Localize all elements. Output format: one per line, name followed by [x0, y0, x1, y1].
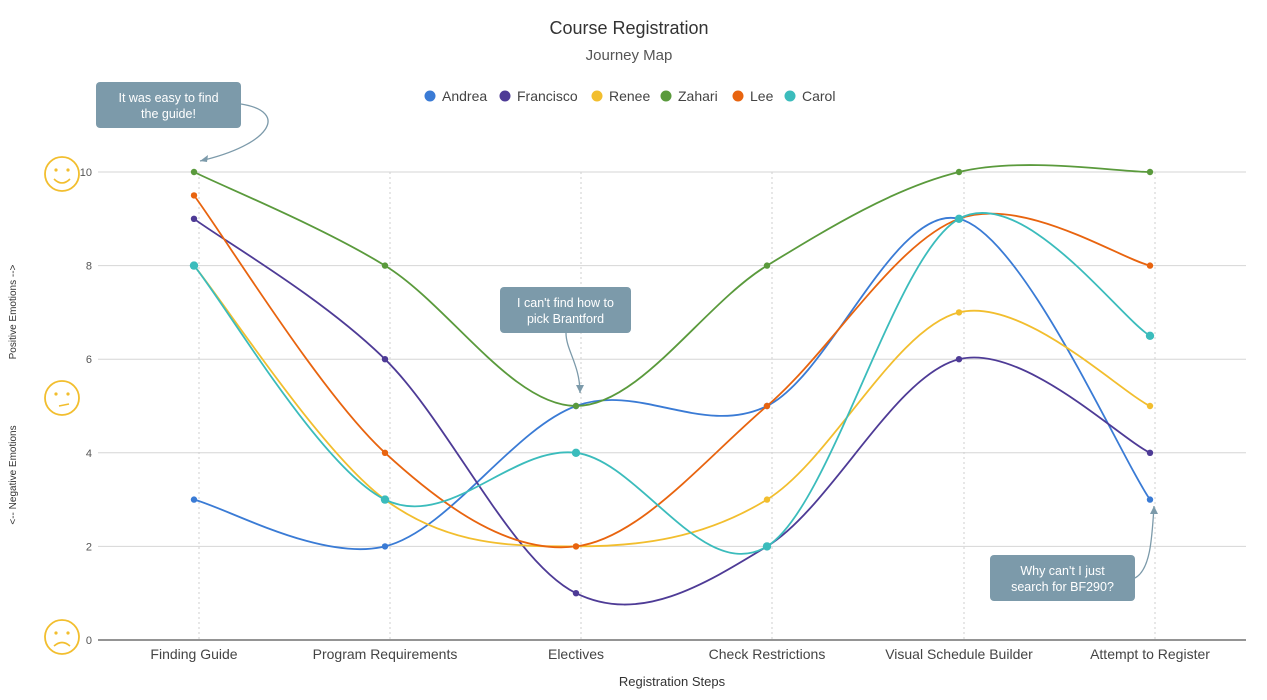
callout-text: It was easy to find — [118, 91, 218, 105]
series-lines — [193, 164, 1151, 606]
happy-face-icon — [44, 156, 80, 192]
y-tick-label: 2 — [86, 541, 92, 553]
callout-arrow — [1134, 505, 1155, 579]
point-francisco-1 — [381, 356, 389, 363]
y-axis-label-positive: Positive Emotions --> — [8, 264, 19, 359]
legend-swatch — [660, 90, 672, 102]
series-line-zahari — [193, 164, 1151, 407]
callout-box — [500, 287, 631, 333]
x-tick-label: Attempt to Register — [1090, 646, 1210, 662]
legend-item-carol[interactable]: Carol — [784, 88, 836, 104]
point-francisco-0 — [190, 215, 198, 222]
data-points — [189, 168, 1155, 597]
callout-arrow — [565, 332, 581, 394]
callout-1: It was easy to find the guide! — [96, 82, 269, 162]
series-line-francisco — [193, 218, 1151, 606]
callout-arrowhead — [200, 155, 208, 162]
point-zahari-0 — [190, 168, 198, 176]
annotations: It was easy to find the guide! I can't fin… — [96, 82, 1158, 601]
point-zahari-5 — [1146, 168, 1154, 176]
y-tick-label: 8 — [86, 261, 92, 273]
legend-swatch — [784, 90, 796, 102]
point-carol-2 — [571, 448, 581, 457]
x-axis-label: Registration Steps — [619, 674, 726, 689]
legend-label: Francisco — [517, 88, 578, 104]
legend-item-andrea[interactable]: Andrea — [424, 88, 488, 104]
sad-face-icon — [44, 619, 80, 655]
point-andrea-5 — [1146, 496, 1154, 503]
callout-text: pick Brantford — [527, 312, 604, 326]
legend-label: Renee — [609, 88, 650, 104]
x-tick-label: Electives — [548, 646, 604, 662]
callout-text: Why can't I just — [1020, 564, 1105, 578]
series-line-andrea — [193, 216, 1151, 551]
point-zahari-1 — [381, 262, 389, 269]
callout-3: Why can't I just search for BF290? — [990, 505, 1158, 601]
point-carol-3 — [762, 542, 772, 551]
legend-item-zahari[interactable]: Zahari — [660, 88, 718, 104]
emotion-icons — [44, 156, 80, 655]
point-renee-3 — [763, 496, 771, 503]
series-line-carol — [193, 212, 1151, 555]
point-renee-4 — [955, 309, 963, 316]
callout-box — [990, 555, 1135, 601]
y-tick-label: 0 — [86, 635, 92, 647]
point-francisco-5 — [1146, 449, 1154, 456]
legend-item-francisco[interactable]: Francisco — [499, 88, 578, 104]
x-tick-label: Finding Guide — [150, 646, 237, 662]
y-axis-ticks: 0 2 4 6 8 10 — [80, 167, 92, 647]
callout-2: I can't find how to pick Brantford — [500, 287, 631, 394]
y-axis-label-negative: <-- Negative Emotions — [8, 425, 19, 524]
series-line-lee — [193, 194, 1151, 549]
callout-box — [96, 82, 241, 128]
y-tick-label: 10 — [80, 167, 92, 179]
point-carol-0 — [189, 261, 199, 270]
callout-text: search for BF290? — [1011, 580, 1114, 594]
legend-label: Zahari — [678, 88, 718, 104]
x-axis-ticks: Finding Guide Program Requirements Electiv… — [150, 646, 1210, 662]
chart-title: Course Registration — [549, 18, 708, 38]
x-tick-label: Program Requirements — [313, 646, 458, 662]
point-andrea-0 — [190, 496, 198, 503]
legend-swatch — [424, 90, 436, 102]
callout-text: the guide! — [141, 107, 196, 121]
callout-arrowhead — [576, 385, 584, 393]
y-tick-label: 4 — [86, 448, 92, 460]
gridlines — [98, 171, 1246, 641]
callout-text: I can't find how to — [517, 296, 614, 310]
legend-swatch — [591, 90, 603, 102]
point-lee-1 — [381, 449, 389, 456]
x-tick-label: Visual Schedule Builder — [885, 646, 1033, 662]
callout-arrowhead — [1150, 506, 1158, 514]
legend-item-lee[interactable]: Lee — [732, 88, 774, 104]
legend: Andrea Francisco Renee Zahari Lee Carol — [424, 88, 836, 104]
legend-label: Carol — [802, 88, 835, 104]
point-lee-2 — [572, 543, 580, 550]
point-zahari-4 — [955, 168, 963, 176]
point-renee-5 — [1146, 402, 1154, 410]
point-lee-0 — [190, 192, 198, 199]
point-lee-3 — [763, 402, 771, 410]
point-francisco-4 — [955, 356, 963, 363]
point-andrea-1 — [381, 543, 389, 550]
point-lee-5 — [1146, 262, 1154, 269]
neutral-face-icon — [44, 380, 80, 416]
legend-item-renee[interactable]: Renee — [591, 88, 651, 104]
point-carol-4 — [954, 214, 964, 223]
legend-swatch — [732, 90, 744, 102]
legend-label: Andrea — [442, 88, 487, 104]
point-carol-5 — [1145, 331, 1155, 340]
point-francisco-2 — [572, 590, 580, 597]
callout-arrow — [199, 103, 269, 162]
legend-swatch — [499, 90, 511, 102]
y-tick-label: 6 — [86, 354, 92, 366]
point-zahari-3 — [763, 262, 771, 269]
x-tick-label: Check Restrictions — [709, 646, 826, 662]
legend-label: Lee — [750, 88, 774, 104]
chart-subtitle: Journey Map — [586, 47, 673, 64]
series-line-renee — [193, 265, 1151, 548]
point-zahari-2 — [572, 402, 580, 410]
point-carol-1 — [380, 495, 390, 504]
